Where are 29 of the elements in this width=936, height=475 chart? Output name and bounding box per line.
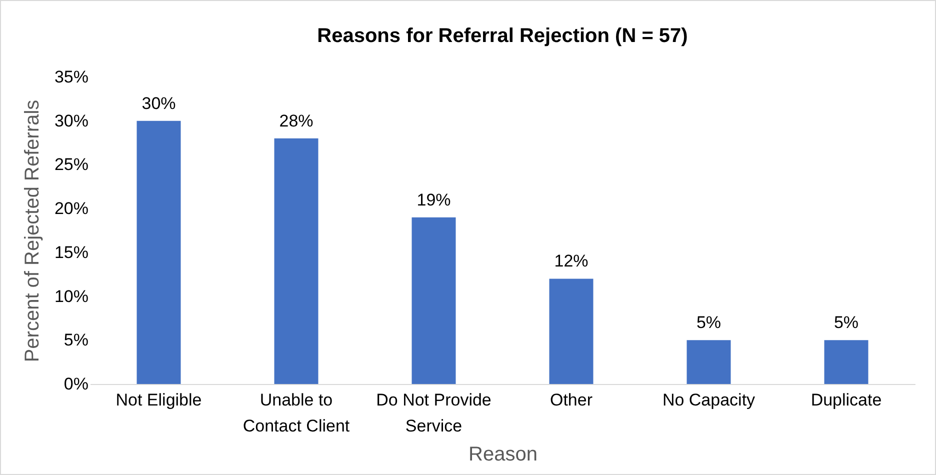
y-tick-label: 30% bbox=[54, 111, 88, 130]
x-axis-title: Reason bbox=[468, 444, 538, 466]
y-tick-label: 25% bbox=[54, 155, 88, 174]
x-tick-label: No Capacity bbox=[662, 390, 756, 410]
chart-title: Reasons for Referral Rejection (N = 57) bbox=[317, 25, 688, 47]
bar bbox=[412, 217, 456, 384]
x-tick-label: Other bbox=[550, 390, 593, 410]
x-tick-label: Do Not Provide Service bbox=[376, 390, 492, 436]
data-label: 5% bbox=[696, 313, 722, 332]
x-tick-label: Not Eligible bbox=[116, 390, 202, 410]
data-label: 5% bbox=[834, 313, 859, 332]
bar bbox=[686, 340, 731, 384]
x-tick-label: Unable to Contact Client bbox=[242, 390, 350, 436]
y-tick-label: 35% bbox=[54, 68, 88, 86]
y-tick-label: 0% bbox=[64, 374, 88, 394]
y-tick-label: 10% bbox=[54, 286, 88, 306]
bar bbox=[274, 138, 318, 384]
x-tick-label: Duplicate bbox=[810, 390, 882, 410]
bar bbox=[136, 120, 181, 384]
data-label: 19% bbox=[416, 190, 451, 210]
data-label: 12% bbox=[554, 252, 588, 271]
y-tick-label: 5% bbox=[64, 330, 88, 350]
y-tick-label: 15% bbox=[54, 242, 88, 262]
y-tick-label: 20% bbox=[54, 199, 88, 218]
bar bbox=[549, 278, 594, 384]
y-axis-title: Percent of Rejected Referrals bbox=[21, 100, 44, 362]
data-label: 30% bbox=[142, 94, 176, 113]
data-label: 28% bbox=[279, 111, 314, 130]
bar bbox=[824, 340, 868, 384]
